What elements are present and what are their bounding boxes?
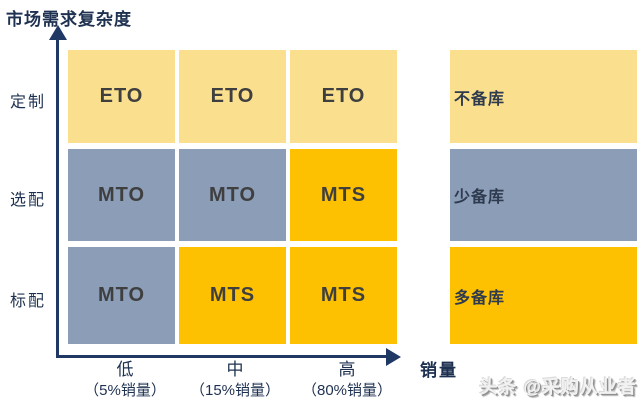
x-axis-title: 销量 [420,361,458,380]
x-axis-line [56,355,387,358]
y-tick-standard: 标配 [9,293,46,310]
x-tick-low-level: 低 [116,360,134,379]
y-axis-arrowhead-icon [49,25,67,40]
x-axis-arrowhead-icon [386,348,401,366]
matrix-cell-r0c0: ETO [68,50,175,143]
y-axis-line [56,38,59,357]
matrix-cell-r1c0: MTO [68,149,175,241]
matrix-cell-r0c1: ETO [179,50,286,143]
matrix-cell-r2c0: MTO [68,247,175,344]
stock-legend-column: 不备库 少备库 多备库 [450,50,637,344]
x-tick-mid: 中 （15%销量） [170,359,300,401]
x-tick-high: 高 （80%销量） [282,359,412,401]
matrix-cell-r2c1: MTS [179,247,286,344]
x-tick-mid-level: 中 [226,360,244,379]
x-tick-high-level: 高 [338,360,356,379]
x-tick-high-share: （80%销量） [301,382,393,399]
stock-cell-high-stock: 多备库 [450,247,637,344]
toutiao-watermark: 头条 @采购从业者 [479,377,637,397]
matrix-cell-r1c2: MTS [290,149,397,241]
stock-cell-no-stock: 不备库 [450,50,637,143]
x-tick-mid-share: （15%销量） [189,382,281,399]
y-axis-title: 市场需求复杂度 [6,10,132,29]
strategy-matrix: ETO ETO ETO MTO MTO MTS MTO MTS MTS [68,50,397,344]
y-tick-optional: 选配 [9,192,46,209]
y-tick-custom: 定制 [9,94,46,111]
matrix-cell-r1c1: MTO [179,149,286,241]
x-tick-low: 低 （5%销量） [60,359,190,401]
x-tick-low-share: （5%销量） [84,382,166,399]
stock-cell-low-stock: 少备库 [450,149,637,241]
matrix-cell-r0c2: ETO [290,50,397,143]
matrix-cell-r2c2: MTS [290,247,397,344]
